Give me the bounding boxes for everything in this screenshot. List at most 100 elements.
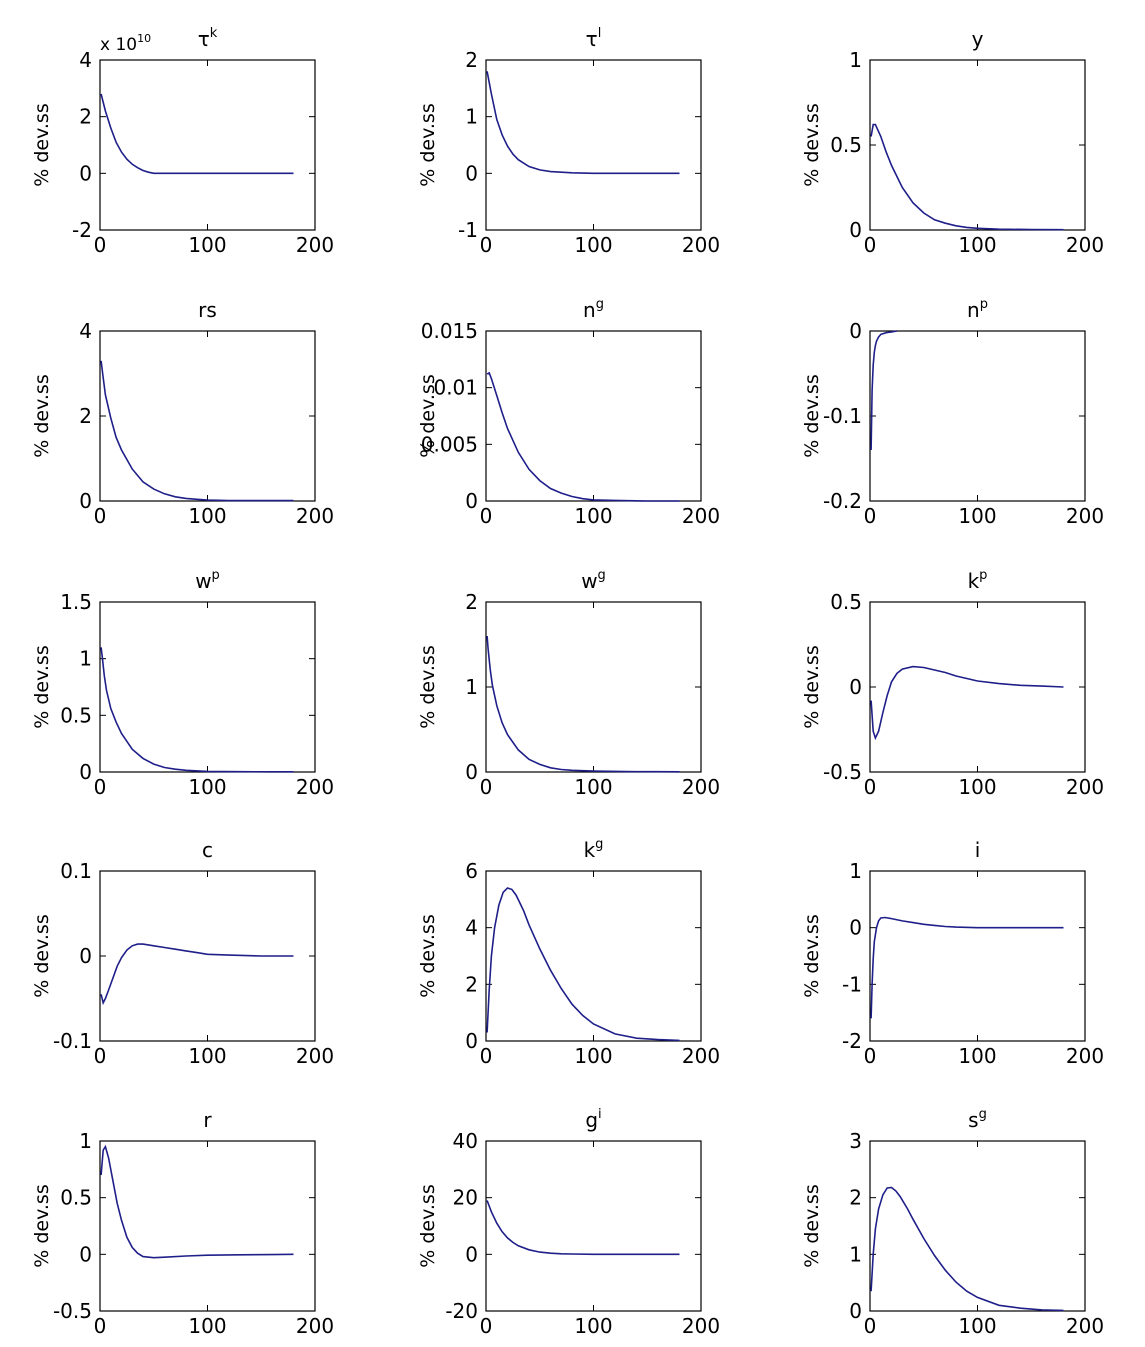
x-tick-label: 200 [1066,775,1104,799]
x-tick-label: 0 [480,504,493,528]
y-axis-label: % dev.ss [31,374,53,457]
y-tick-label: 0 [79,161,92,185]
y-axis-label: % dev.ss [31,645,53,728]
y-tick-label: 0.5 [830,133,862,157]
axes-frame [99,330,316,502]
subplot-3: 0 100 200 0 0.5 1 y % dev.ss [801,27,1104,257]
x-tick-label: 0 [480,1044,493,1068]
subplot-title: τl [586,26,602,51]
y-tick-label: 4 [79,48,92,72]
y-tick-label: 0 [79,489,92,513]
y-axis-label: % dev.ss [417,645,439,728]
x-tick-label: 100 [188,775,226,799]
x-tick-label: 0 [864,504,877,528]
x-tick-label: 0 [864,233,877,257]
y-tick-label: 2 [79,105,92,129]
y-axis-label: % dev.ss [801,374,823,457]
y-axis-label: % dev.ss [417,914,439,997]
y-tick-label: 2 [465,972,478,996]
y-axis-label: % dev.ss [417,1184,439,1267]
y-tick-label: 4 [79,319,92,343]
subplot-title: c [202,838,213,862]
axes-frame [485,59,702,231]
subplot-title: kp [968,568,988,593]
series-line [486,71,680,175]
series-line [486,887,680,1042]
axes-frame [869,330,1086,502]
y-tick-label: 2 [465,590,478,614]
y-tick-label: 1 [849,1242,862,1266]
subplot-12: 0 100 200 -2 -1 0 1 i % dev.ss [801,838,1104,1068]
subplot-title: gi [585,1107,601,1132]
y-tick-label: 0.5 [60,1186,92,1210]
x-tick-label: 200 [682,1044,720,1068]
x-tick-label: 200 [1066,504,1104,528]
x-tick-label: 200 [296,775,334,799]
subplot-title: τk [198,26,218,51]
y-axis-label: % dev.ss [417,374,439,457]
y-tick-label: 6 [465,859,478,883]
x-tick-label: 100 [958,233,996,257]
y-tick-label: 0.1 [60,859,92,883]
y-tick-label: 4 [465,916,478,940]
x-tick-label: 0 [480,233,493,257]
y-tick-label: 0 [465,760,478,784]
x-tick-label: 200 [1066,1044,1104,1068]
y-tick-label: 0 [79,1242,92,1266]
y-tick-label: 0 [465,1242,478,1266]
axes-frame [485,870,702,1042]
x-tick-label: 100 [574,1044,612,1068]
x-tick-label: 200 [296,1044,334,1068]
subplot-8: 0 100 200 0 1 2 wg % dev.ss [417,568,720,799]
y-axis-label: % dev.ss [31,914,53,997]
series-line [100,93,294,175]
x-tick-label: 100 [574,233,612,257]
y-axis-label: % dev.ss [417,103,439,186]
y-tick-label: 1.5 [60,590,92,614]
y-axis-label: % dev.ss [31,103,53,186]
subplot-title: ng [583,297,604,322]
axes-frame [869,1140,1086,1312]
y-tick-label: 3 [849,1129,862,1153]
axes-frame [869,870,1086,1042]
series-line [870,123,1064,231]
y-tick-label: 0 [849,319,862,343]
subplot-5: 0 100 200 0 0.005 0.01 0.015 ng % dev.ss [417,297,720,528]
y-tick-label: 0.01 [433,376,478,400]
y-tick-label: 40 [453,1129,478,1153]
y-tick-label: 0 [465,489,478,513]
series-line [100,1144,294,1259]
y-axis-label: % dev.ss [801,103,823,186]
series-line [870,1186,1064,1312]
x-tick-label: 200 [682,1314,720,1338]
subplot-title: y [972,27,984,51]
y-tick-label: 0 [849,218,862,242]
y-tick-label: 0.5 [830,590,862,614]
subplot-title: sg [968,1107,987,1132]
x-tick-label: 0 [864,775,877,799]
y-tick-label: 0 [849,1299,862,1323]
x-tick-label: 100 [574,775,612,799]
y-tick-label: -0.5 [823,760,862,784]
y-tick-label: 1 [79,647,92,671]
x-tick-label: 200 [296,1314,334,1338]
y-tick-label: -1 [458,218,478,242]
subplot-title: wg [581,568,606,593]
y-tick-label: -0.1 [823,404,862,428]
subplot-title: rs [198,298,217,322]
y-tick-label: 1 [79,1129,92,1153]
x-tick-label: 100 [958,775,996,799]
x-tick-label: 200 [296,504,334,528]
subplot-title: wp [195,568,220,593]
subplot-15: 0 100 200 0 1 2 3 sg % dev.ss [801,1107,1104,1338]
x-tick-label: 200 [296,233,334,257]
y-tick-label: 1 [465,105,478,129]
x-tick-label: 100 [574,1314,612,1338]
subplot-title: np [967,297,988,322]
subplot-6: 0 100 200 -0.2 -0.1 0 np % dev.ss [801,297,1104,528]
x-tick-label: 100 [188,504,226,528]
x-tick-label: 0 [94,233,107,257]
series-line [100,647,294,773]
subplot-title: r [203,1108,212,1132]
